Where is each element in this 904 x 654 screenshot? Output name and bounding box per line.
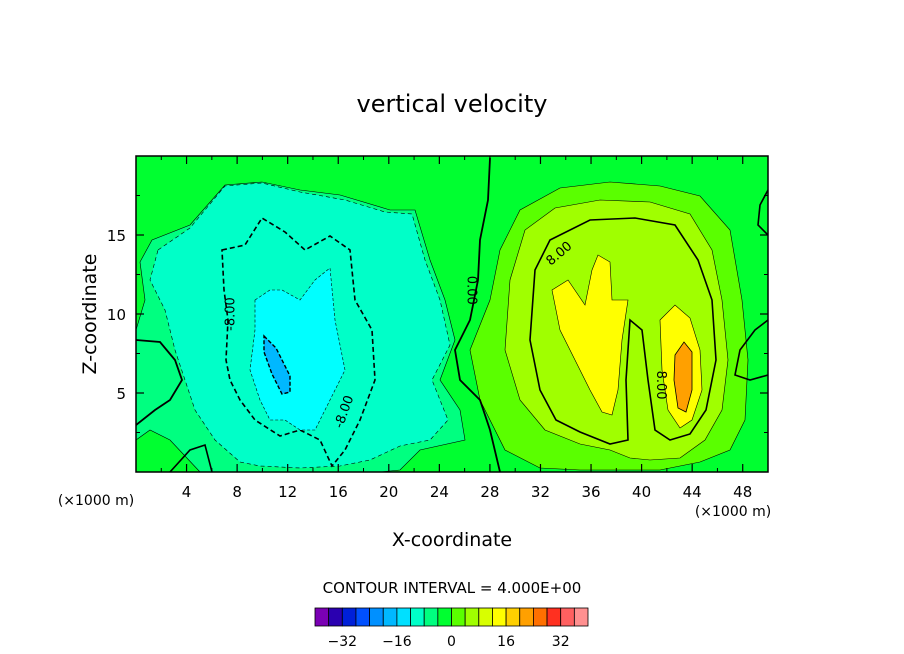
colorbar-swatch (341, 607, 357, 627)
chart-title: vertical velocity (357, 90, 548, 118)
colorbar-tick-label: −16 (382, 634, 412, 650)
downdraft-peak (263, 334, 291, 395)
zero-contour (454, 157, 501, 472)
x-tick-label: 40 (632, 483, 651, 501)
colorbar-swatch (464, 607, 480, 627)
contour-label: -8.00 (223, 297, 238, 331)
x-tick-label: 8 (232, 483, 242, 501)
colorbar-swatch (546, 607, 562, 627)
colorbar-tick-label: −32 (328, 634, 358, 650)
colorbar-swatch (369, 607, 384, 627)
x-tick-label: 32 (531, 483, 550, 501)
x-axis-title: X-coordinate (392, 529, 512, 551)
zero-contour-right-top (757, 189, 768, 236)
velocity-field (136, 156, 768, 472)
colorbar-swatch (478, 607, 493, 627)
colorbar-swatch (505, 607, 521, 627)
x-unit-label-left: (×1000 m) (58, 493, 134, 509)
y-tick-label: 5 (116, 385, 126, 403)
colorbar-swatch (437, 607, 452, 627)
x-tick-label: 16 (329, 483, 348, 501)
x-tick-label: 12 (278, 483, 297, 501)
y-tick-label: 15 (107, 227, 126, 245)
colorbar: −32 −16 0 16 32 (314, 607, 589, 650)
colorbar-swatch (492, 607, 507, 627)
colorbar-swatch (314, 607, 330, 627)
colorbar-swatch (410, 607, 425, 627)
colorbar-tick-label: 0 (447, 634, 456, 650)
zero-contour-bottom (169, 443, 213, 472)
colorbar-swatch (451, 607, 466, 627)
x-tick-label: 24 (430, 483, 449, 501)
colorbar-swatch (533, 607, 548, 627)
updraft-core-left (551, 254, 629, 416)
colorbar-swatch (560, 607, 575, 627)
x-tick-label: 28 (480, 483, 499, 501)
colorbar-tick-label: 16 (497, 634, 515, 650)
contour-interval-label: CONTOUR INTERVAL = 4.000E+00 (323, 579, 582, 597)
x-tick-label: 4 (182, 483, 192, 501)
colorbar-swatch (573, 607, 589, 627)
downdraft-core (249, 267, 346, 431)
colorbar-swatch (382, 607, 398, 627)
contour-label: 0.00 (463, 276, 478, 305)
colorbar-swatch (355, 607, 371, 627)
x-tick-label: 20 (379, 483, 398, 501)
x-axis: 4 8 12 16 20 24 28 32 36 40 44 48 (160, 156, 752, 501)
zero-contour-left (136, 339, 183, 426)
colorbar-swatch (423, 607, 439, 627)
colorbar-tick-label: 32 (552, 634, 570, 650)
x-unit-label-right: (×1000 m) (695, 504, 771, 520)
x-tick-label: 36 (581, 483, 600, 501)
y-tick-label: 10 (107, 306, 126, 324)
colorbar-swatch (519, 607, 534, 627)
contour-label: 8.00 (653, 371, 668, 400)
x-tick-label: 44 (683, 483, 702, 501)
updraft-peak (673, 341, 693, 413)
colorbar-swatch (396, 607, 411, 627)
colorbar-swatch (328, 607, 343, 627)
y-axis: 5 10 15 (107, 195, 768, 433)
zero-contour-right (734, 319, 768, 381)
y-axis-title: Z-coordinate (79, 254, 101, 375)
x-tick-label: 48 (733, 483, 752, 501)
